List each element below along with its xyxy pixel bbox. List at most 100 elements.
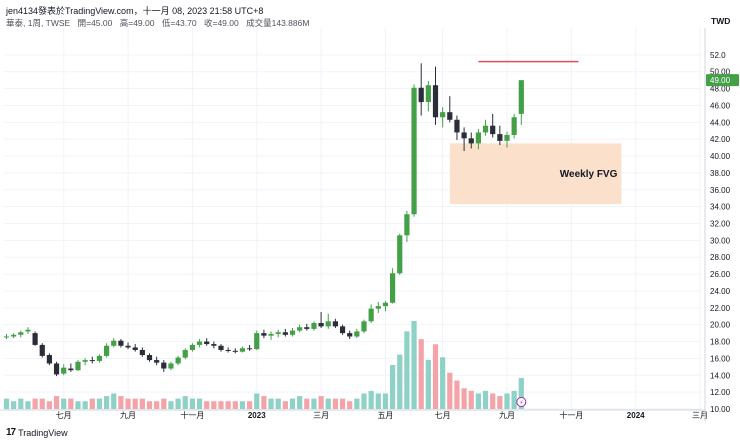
volume-bar <box>411 321 417 409</box>
candle-body <box>368 308 374 322</box>
volume-bar <box>311 398 317 409</box>
candle-body <box>182 349 188 358</box>
low-value: 低=43.70 <box>161 18 197 28</box>
volume-bar <box>254 393 260 409</box>
volume-bar <box>204 401 210 409</box>
volume-bar <box>354 398 360 409</box>
y-tick-label: 14.00 <box>710 371 731 380</box>
volume-bar <box>225 401 231 409</box>
volume-bar <box>161 398 167 409</box>
candle-body <box>418 87 424 103</box>
volume-bar <box>361 393 367 409</box>
candle-body <box>3 336 10 338</box>
candle-body <box>332 321 338 327</box>
publish-info: jen4134發表於TradingView.com，十一月 08, 2023 2… <box>6 6 264 16</box>
volume-bar <box>218 401 224 409</box>
x-tick-label: 七月 <box>435 411 451 420</box>
volume-bar <box>289 398 296 409</box>
volume-bar <box>211 401 217 409</box>
annotation-layer: Weekly FVG <box>449 60 622 205</box>
candle-body <box>125 345 131 348</box>
grid <box>4 28 702 410</box>
y-tick-label: 20.00 <box>710 321 731 330</box>
y-tick-label: 44.00 <box>710 118 731 127</box>
flash-icon-glyph: ⚡ <box>519 400 523 407</box>
y-tick-label: 42.00 <box>710 135 731 144</box>
brand-name: TradingView <box>18 427 68 438</box>
x-tick-label: 十一月 <box>559 410 583 420</box>
candle-body <box>318 322 324 327</box>
volume-bar <box>432 344 439 409</box>
volume-bar <box>39 398 45 409</box>
currency-label[interactable]: TWD <box>711 16 731 26</box>
volume-bar <box>339 398 346 409</box>
volume-bar <box>497 396 503 409</box>
volume-bar <box>168 401 174 409</box>
volume-bar <box>154 401 160 409</box>
x-tick-label: 三月 <box>313 411 329 420</box>
candle-body <box>382 302 389 307</box>
candle-body <box>304 327 310 329</box>
volume-bar <box>146 401 153 409</box>
volume-value: 成交量143.886M <box>246 18 310 28</box>
volume-bar <box>239 401 246 409</box>
volume-bar <box>89 398 95 409</box>
y-tick-label: 48.00 <box>710 85 731 94</box>
candle-body <box>482 125 489 133</box>
candle-body <box>96 355 103 361</box>
candle-body <box>261 333 267 336</box>
y-tick-label: 46.00 <box>710 101 731 110</box>
candle-body <box>11 334 17 337</box>
x-tick-label: 九月 <box>499 411 515 420</box>
fvg-zone <box>449 143 622 205</box>
candle-body <box>354 331 360 337</box>
volume-bar <box>96 398 103 409</box>
y-tick-label: 10.00 <box>710 405 731 414</box>
candle-body <box>161 362 167 369</box>
y-tick-label: 32.00 <box>710 220 731 229</box>
y-tick-label: 18.00 <box>710 338 731 347</box>
candle-body <box>175 357 181 364</box>
x-tick-label: 十一月 <box>180 410 204 420</box>
candle-body <box>218 345 224 350</box>
volume-bar <box>53 396 60 409</box>
candle-body <box>490 125 496 135</box>
volume-bar <box>247 401 253 409</box>
y-tick-label: 52.0 <box>710 51 726 60</box>
volume-bar <box>46 401 52 409</box>
candle-body <box>518 80 524 114</box>
candle-body <box>18 332 24 335</box>
candle-body <box>447 112 453 120</box>
candle-body <box>68 368 74 371</box>
candle-body <box>168 363 174 369</box>
y-tick-label: 50.00 <box>710 68 731 77</box>
volume-bar <box>175 398 181 409</box>
candle-body <box>225 349 231 351</box>
volume-bar <box>297 396 303 409</box>
candle-body <box>154 360 160 363</box>
symbol-label[interactable]: 華泰, 1周, TWSE <box>6 18 71 28</box>
x-tick-label: 五月 <box>377 411 393 420</box>
volume-bar <box>518 377 524 409</box>
candle-body <box>282 332 288 335</box>
candle-body <box>511 117 517 135</box>
volume-bar <box>196 398 203 409</box>
volume-bar <box>382 393 389 409</box>
volume-bar <box>475 393 481 409</box>
open-value: 開=45.00 <box>77 18 113 28</box>
volume-bar <box>82 401 88 409</box>
volume-bar <box>325 398 331 409</box>
candle-body <box>461 132 467 139</box>
tradingview-brand[interactable]: 17 TradingView <box>6 427 68 438</box>
candle-body <box>454 119 460 133</box>
volume-bar <box>447 372 453 409</box>
volume-bar <box>461 388 467 409</box>
volume-bar <box>454 380 460 409</box>
volume-bar <box>418 339 424 409</box>
volume-bar <box>468 390 474 409</box>
candle-body <box>254 333 260 350</box>
volume-bar <box>511 390 517 409</box>
candle-body <box>268 333 274 336</box>
volume-bar <box>318 396 324 409</box>
